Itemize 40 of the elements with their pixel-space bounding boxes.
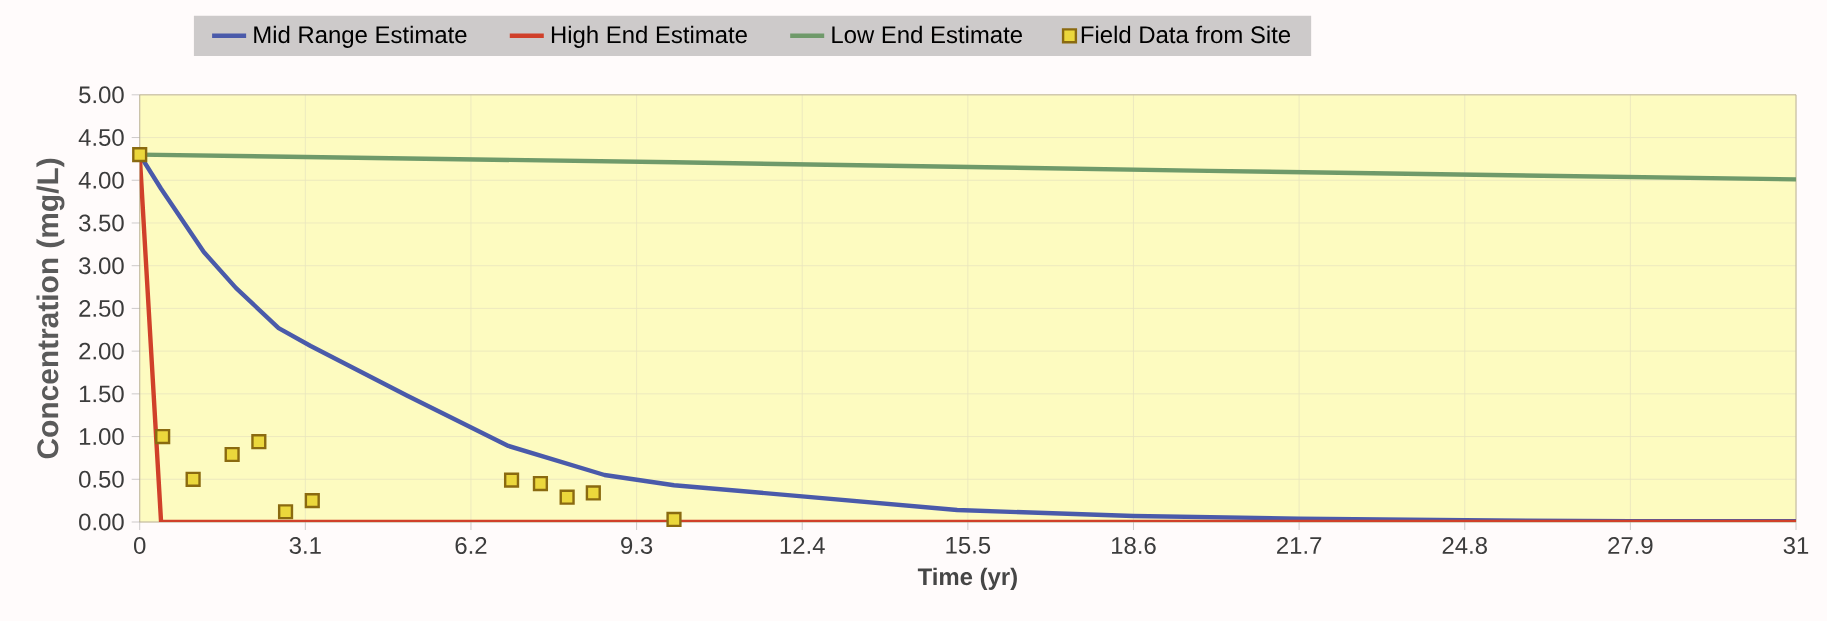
x-tick-label: 18.6 (1112, 537, 1156, 554)
x-tick-label: 12.4 (780, 537, 825, 554)
y-tick-label: 2.50 (79, 299, 124, 317)
point (132, 147, 148, 163)
legend-label: Mid Range Estimate (254, 25, 467, 48)
x-tick-label: 15.5 (946, 537, 991, 554)
point (304, 493, 320, 509)
point (585, 485, 601, 501)
x-tick-label: 0 (133, 537, 146, 554)
point (666, 511, 682, 528)
point (185, 471, 201, 487)
y-tick-label: 4.00 (78, 171, 124, 189)
y-tick-label: 5.00 (79, 86, 124, 104)
y-tick-label: 3.50 (79, 214, 124, 232)
y-tick-label: 0.50 (79, 470, 124, 488)
point (503, 472, 520, 488)
x-tick-label: 24.8 (1442, 537, 1487, 554)
x-tick-label: 3.1 (289, 537, 321, 554)
x-tick-label: 9.3 (621, 537, 653, 554)
point (277, 504, 294, 520)
point (532, 475, 549, 492)
point (224, 446, 240, 463)
x-tick-label: 27.9 (1608, 537, 1653, 554)
x-axis-title: Time (yr) (917, 567, 1017, 590)
y-tick-label: 4.50 (78, 129, 124, 146)
point (559, 489, 575, 505)
y-tick-label: 1.00 (79, 428, 124, 446)
y-tick-label: 3.00 (79, 257, 124, 275)
legend-label: High End Estimate (551, 25, 747, 48)
y-tick-label: 1.50 (79, 385, 124, 403)
legend-label: Low End Estimate (832, 25, 1022, 44)
point (251, 434, 267, 450)
legend-label: Field Data from Site (1081, 25, 1291, 44)
x-tick-label: 6.2 (455, 537, 487, 554)
x-tick-label: 31 (1783, 537, 1809, 554)
point (155, 428, 171, 445)
y-axis-title: Concentration (mg/L) (36, 158, 65, 459)
y-tick-label: 2.00 (79, 342, 124, 360)
y-tick-label: 0.00 (79, 513, 124, 531)
x-tick-label: 21.7 (1277, 537, 1322, 554)
